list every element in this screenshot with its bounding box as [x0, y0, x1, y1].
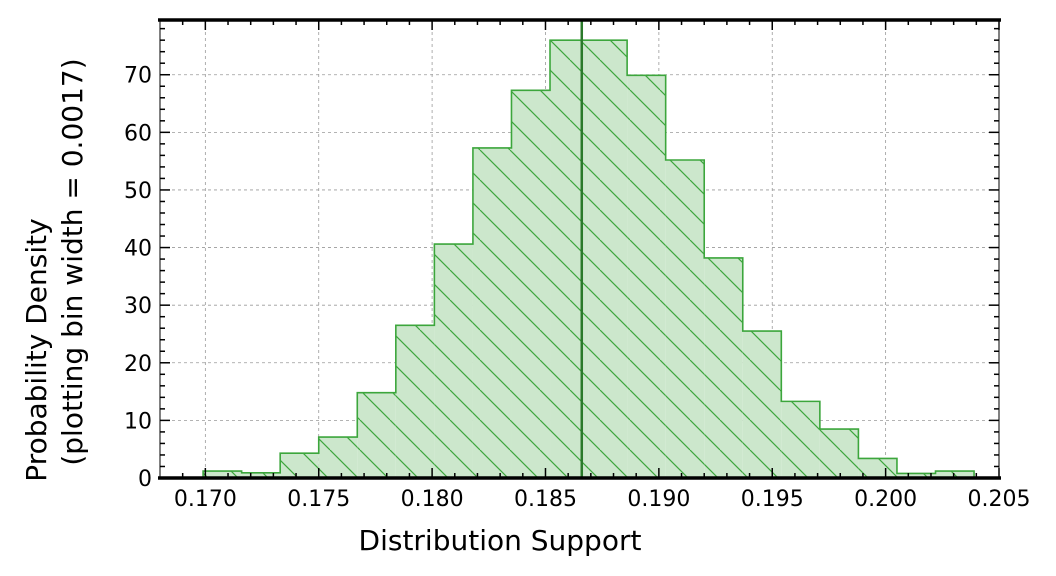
histogram-bar-hatch-17 [858, 458, 897, 478]
axes [158, 18, 1001, 480]
histogram-outline [202, 39, 975, 478]
histogram-bar-hatch-11 [627, 75, 666, 478]
x-tick-label-3: 0.185 [514, 487, 577, 512]
x-tick-label-2: 0.180 [401, 487, 464, 512]
y-tick-label-3: 30 [124, 294, 152, 319]
tick-labels: 0.170 0.175 0.180 0.185 0.190 0.195 0.200 0.205… [124, 64, 1030, 512]
histogram-bar-hatch-7 [472, 147, 512, 478]
histogram-bar-hatch-4 [357, 392, 396, 478]
histogram-bar-hatch-2 [280, 453, 319, 478]
histogram-bar-hatch-19 [935, 471, 975, 478]
y-axis-subtitle: (plotting bin width = 0.0017) [56, 58, 89, 465]
x-axis-title: Distribution Support [359, 524, 642, 557]
histogram-bar-hatch-10 [588, 40, 628, 479]
histogram-bar-hatch-3 [318, 437, 358, 478]
histogram-bar-hatch-16 [819, 429, 859, 478]
y-tick-label-0: 0 [138, 467, 152, 492]
histogram-bar-hatch-1 [241, 472, 281, 478]
histogram-bar-hatch-13 [704, 257, 743, 478]
histogram-bar-hatch-14 [742, 331, 782, 478]
y-tick-label-6: 60 [124, 121, 152, 146]
tick-marks [160, 20, 1000, 479]
y-tick-label-5: 50 [124, 179, 152, 204]
y-tick-label-4: 40 [124, 237, 152, 262]
y-axis-title: Probability Density [20, 218, 53, 481]
x-tick-label-4: 0.190 [627, 487, 690, 512]
histogram-bar-hatch-8 [511, 90, 551, 479]
histogram-bar-hatch-0 [203, 471, 242, 478]
histogram-bar-hatch-6 [434, 244, 473, 478]
histogram-bars [202, 39, 975, 479]
y-tick-label-1: 10 [124, 409, 152, 434]
x-tick-label-5: 0.195 [741, 487, 804, 512]
histogram-bar-hatch-5 [395, 325, 435, 478]
y-tick-label-2: 20 [124, 352, 152, 377]
x-tick-label-1: 0.175 [287, 487, 350, 512]
x-tick-label-0: 0.170 [174, 487, 237, 512]
histogram-bar-hatch-12 [665, 159, 705, 479]
y-tick-label-7: 70 [124, 64, 152, 89]
x-tick-label-6: 0.200 [854, 487, 917, 512]
histogram-bar-hatch-18 [896, 473, 936, 478]
histogram-bar-hatch-15 [781, 401, 820, 478]
x-tick-label-7: 0.205 [968, 487, 1031, 512]
